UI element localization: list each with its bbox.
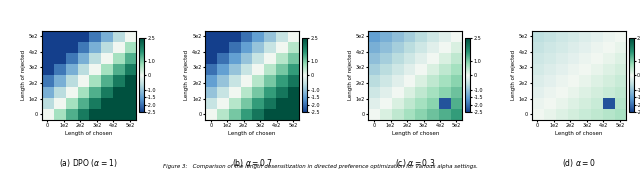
X-axis label: Length of chosen: Length of chosen [65,131,113,136]
X-axis label: Length of chosen: Length of chosen [392,131,439,136]
Y-axis label: Length of rejected: Length of rejected [511,50,516,100]
Y-axis label: Length of rejected: Length of rejected [348,50,353,100]
Text: (a) DPO ($\alpha = 1$): (a) DPO ($\alpha = 1$) [60,157,118,169]
Text: (b) $\alpha = 0.7$: (b) $\alpha = 0.7$ [232,157,272,169]
Text: (d) $\alpha = 0$: (d) $\alpha = 0$ [562,157,596,169]
Text: Figure 3:   Comparison of the length desensitization in directed preference opti: Figure 3: Comparison of the length desen… [163,164,477,169]
Y-axis label: Length of rejected: Length of rejected [184,50,189,100]
Text: (c) $\alpha = 0.3$: (c) $\alpha = 0.3$ [395,157,435,169]
X-axis label: Length of chosen: Length of chosen [555,131,602,136]
Y-axis label: Length of rejected: Length of rejected [21,50,26,100]
X-axis label: Length of chosen: Length of chosen [228,131,276,136]
